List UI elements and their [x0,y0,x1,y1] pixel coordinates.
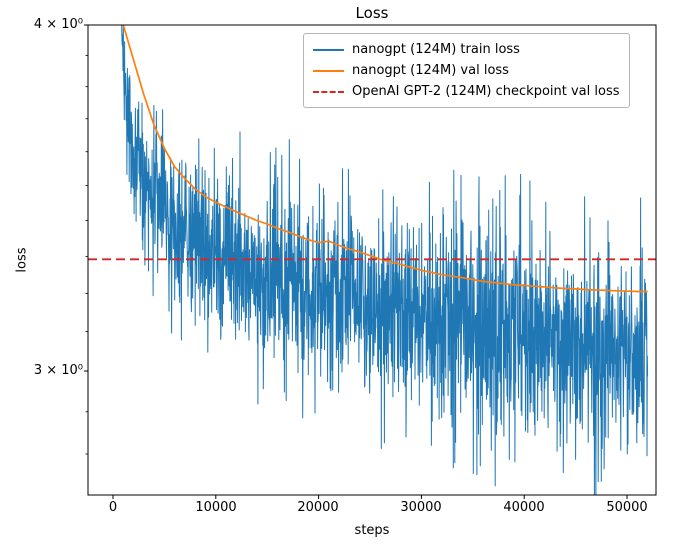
y-axis-label: loss [14,247,30,273]
legend-item-train-loss: nanogpt (124M) train loss [313,39,620,60]
x-tick-label-0: 0 [108,500,118,515]
train-loss-line-swatch [313,48,344,51]
gpt2-baseline-line-swatch [313,90,344,93]
val-loss-line-swatch [313,69,344,72]
y-tick-label-3: 3 × 10⁰ [33,363,83,378]
series-train-loss [121,25,649,495]
legend-item-val-loss: nanogpt (124M) val loss [313,60,620,81]
legend-label-gpt2-baseline: OpenAI GPT-2 (124M) checkpoint val loss [352,84,620,99]
legend-item-gpt2-baseline: OpenAI GPT-2 (124M) checkpoint val loss [313,81,620,102]
plot-border [87,24,657,496]
x-tick-label-30000: 30000 [400,500,442,515]
x-tick-label-10000: 10000 [195,500,237,515]
series-val-loss [122,25,648,293]
chart-title: Loss [355,4,389,22]
x-tick-label-20000: 20000 [297,500,339,515]
legend-label-train-loss: nanogpt (124M) train loss [352,42,520,57]
y-tick-label-4: 4 × 10⁰ [33,17,83,32]
x-axis-label: steps [354,523,390,538]
legend: nanogpt (124M) train loss nanogpt (124M)… [303,33,630,108]
x-tick-label-40000: 40000 [503,500,545,515]
axes-layer [84,24,657,499]
series-layer [88,25,656,495]
legend-label-val-loss: nanogpt (124M) val loss [352,63,509,78]
x-tick-label-50000: 50000 [606,500,648,515]
